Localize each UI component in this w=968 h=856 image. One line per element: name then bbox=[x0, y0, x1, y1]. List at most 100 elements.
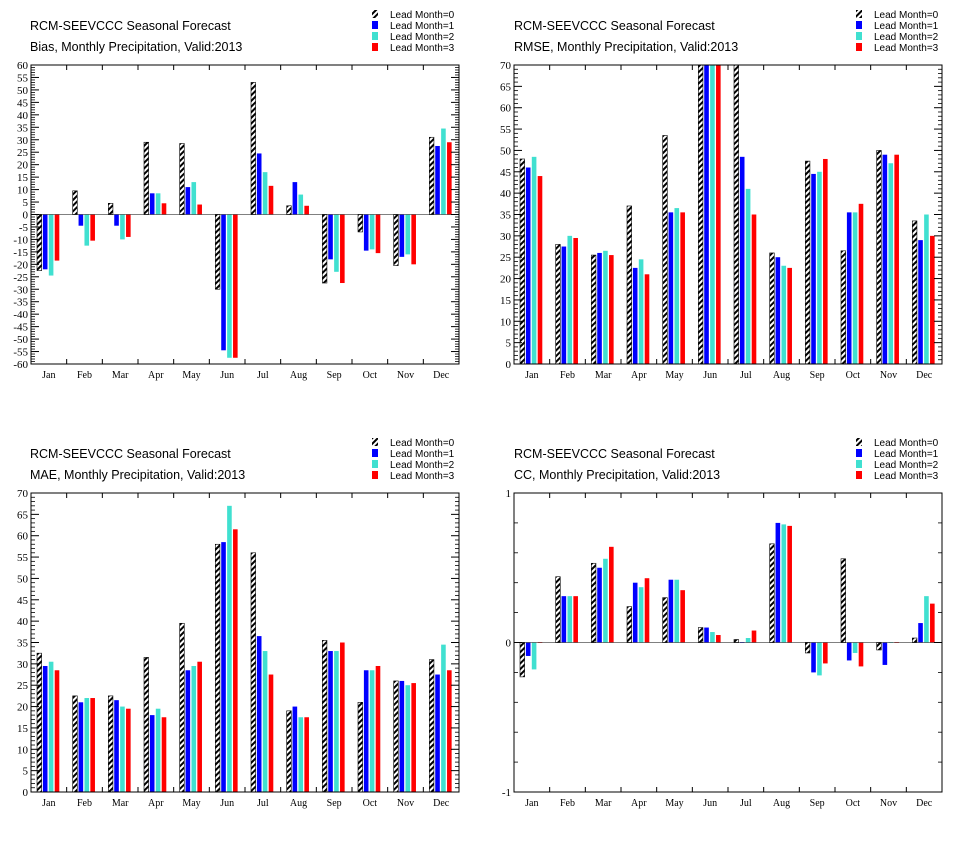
bar-lead1-feb bbox=[561, 246, 567, 364]
x-tick-label: May bbox=[182, 370, 200, 381]
bar-lead1-dec bbox=[435, 674, 440, 792]
legend-swatch-lead2 bbox=[372, 460, 378, 468]
y-tick-label: -55 bbox=[13, 347, 28, 359]
legend-swatch-lead3 bbox=[856, 43, 862, 51]
bar-lead2-dec bbox=[441, 644, 446, 792]
bar-lead0-jul bbox=[250, 552, 256, 793]
chart-subtitle: CC, Monthly Precipitation, Valid:2013 bbox=[514, 468, 720, 482]
bar-lead3-dec bbox=[447, 142, 452, 215]
x-tick-label: Aug bbox=[290, 370, 307, 381]
y-tick-label: 45 bbox=[500, 167, 512, 179]
legend-label-lead2: Lead Month=2 bbox=[390, 32, 455, 43]
bar-lead0-jan bbox=[519, 158, 525, 365]
x-tick-label: Oct bbox=[846, 798, 861, 809]
bar-lead2-jul bbox=[262, 172, 268, 215]
bar-lead3-aug bbox=[787, 525, 792, 643]
y-tick-label: -10 bbox=[13, 234, 28, 246]
bar-lead1-sep bbox=[811, 173, 816, 364]
bar-lead0-sep bbox=[322, 640, 328, 793]
y-tick-label: 5 bbox=[506, 338, 512, 350]
y-tick-label: 40 bbox=[500, 188, 512, 200]
bar-lead3-may bbox=[197, 661, 202, 792]
bar-lead3-mar bbox=[126, 708, 131, 792]
plot-frame bbox=[513, 492, 943, 793]
bar-lead0-may bbox=[662, 597, 668, 643]
y-tick-label: -60 bbox=[13, 359, 28, 371]
legend-swatch-lead0 bbox=[372, 438, 378, 446]
legend-swatch-lead1 bbox=[372, 21, 378, 29]
legend-label-lead0: Lead Month=0 bbox=[874, 438, 939, 449]
y-tick-label: 20 bbox=[17, 702, 29, 714]
bar-lead1-feb bbox=[78, 702, 84, 792]
bar-lead0-aug bbox=[286, 710, 292, 793]
bar-lead1-apr bbox=[632, 267, 638, 364]
bar-lead1-nov bbox=[399, 680, 405, 792]
bar-lead0-apr bbox=[143, 657, 149, 793]
legend-swatch-lead2 bbox=[372, 32, 378, 40]
chart-title: RCM-SEEVCCC Seasonal Forecast bbox=[514, 447, 715, 461]
bar-lead1-aug bbox=[775, 257, 781, 364]
y-tick-label: 70 bbox=[500, 60, 512, 72]
bar-lead3-mar bbox=[609, 546, 614, 643]
chart-panel-1: RCM-SEEVCCC Seasonal Forecast Bias, Month… bbox=[13, 10, 460, 381]
bar-lead2-apr bbox=[155, 193, 161, 215]
legend-swatch-lead1 bbox=[856, 21, 862, 29]
bar-lead1-mar bbox=[597, 252, 602, 364]
x-tick-label: Jan bbox=[525, 370, 538, 381]
bar-lead0-jan bbox=[36, 652, 42, 793]
bar-lead0-dec bbox=[429, 136, 435, 215]
bar-lead3-feb bbox=[573, 596, 578, 643]
bar-lead3-jul bbox=[268, 185, 274, 215]
bar-lead0-dec bbox=[912, 220, 918, 365]
legend-label-lead0: Lead Month=0 bbox=[874, 10, 939, 21]
bars bbox=[519, 522, 935, 678]
legend-swatch-lead3 bbox=[372, 43, 378, 51]
x-tick-label: Oct bbox=[363, 370, 378, 381]
bar-lead2-dec bbox=[924, 596, 929, 643]
x-tick-label: Dec bbox=[916, 798, 933, 809]
bar-lead3-nov bbox=[411, 214, 416, 265]
bar-lead3-may bbox=[680, 590, 685, 643]
bar-lead1-jul bbox=[739, 156, 745, 364]
x-tick-label: Aug bbox=[773, 370, 790, 381]
bar-lead2-apr bbox=[155, 708, 161, 792]
y-tick-label: 10 bbox=[17, 744, 29, 756]
bar-lead1-aug bbox=[292, 706, 298, 792]
legend-label-lead1: Lead Month=1 bbox=[874, 21, 939, 32]
y-tick-label: 30 bbox=[17, 659, 29, 671]
legend-label-lead2: Lead Month=2 bbox=[874, 32, 939, 43]
legend-label-lead0: Lead Month=0 bbox=[390, 438, 455, 449]
bar-lead2-feb bbox=[567, 596, 573, 643]
y-tick-label: 65 bbox=[500, 81, 512, 93]
legend-swatch-lead1 bbox=[856, 449, 862, 457]
y-tick-label: 40 bbox=[17, 616, 29, 628]
bar-lead2-aug bbox=[781, 265, 787, 364]
bar-lead2-jan bbox=[48, 214, 54, 276]
chart-panel-4: RCM-SEEVCCC Seasonal Forecast CC, Monthly… bbox=[502, 438, 943, 809]
bar-lead1-nov bbox=[882, 642, 888, 665]
bar-lead2-jun bbox=[227, 505, 232, 792]
y-tick-label: 35 bbox=[17, 638, 29, 650]
bar-lead1-jun bbox=[704, 627, 709, 643]
bar-lead2-may bbox=[674, 208, 680, 364]
bar-lead0-nov bbox=[393, 214, 399, 266]
bar-lead0-mar bbox=[591, 562, 597, 643]
bar-lead2-may bbox=[674, 579, 680, 643]
legend-swatch-lead2 bbox=[856, 32, 862, 40]
plot-frame bbox=[30, 64, 460, 365]
bar-lead2-nov bbox=[405, 214, 411, 255]
x-tick-label: Jun bbox=[220, 370, 234, 381]
bar-lead3-nov bbox=[411, 683, 416, 792]
bar-lead3-sep bbox=[340, 642, 345, 792]
bar-lead1-dec bbox=[435, 145, 440, 215]
bar-lead1-aug bbox=[292, 182, 298, 215]
bar-lead0-may bbox=[179, 622, 185, 793]
y-tick-label: 0 bbox=[506, 638, 512, 650]
legend-swatch-lead3 bbox=[372, 471, 378, 479]
bar-lead3-feb bbox=[573, 237, 578, 364]
bar-lead2-jan bbox=[48, 661, 54, 792]
bar-lead3-oct bbox=[858, 642, 864, 667]
legend-label-lead0: Lead Month=0 bbox=[390, 10, 455, 21]
bar-lead0-jun bbox=[698, 627, 704, 643]
